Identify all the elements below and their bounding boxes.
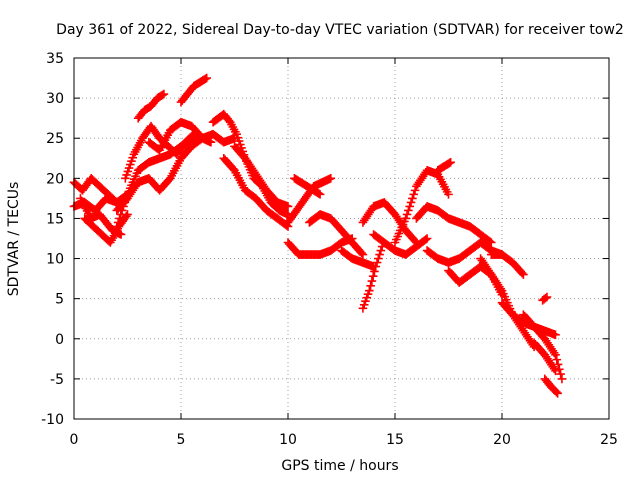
data-point xyxy=(517,268,527,278)
data-point xyxy=(406,198,416,207)
x-axis-label: GPS time / hours xyxy=(281,458,398,474)
data-point xyxy=(556,369,565,379)
y-tick-label: 20 xyxy=(46,171,64,187)
x-axis-ticks: 0 5 10 15 20 25 xyxy=(70,58,618,448)
data-point xyxy=(375,250,384,259)
data-point xyxy=(361,296,370,306)
data-point xyxy=(314,189,324,198)
data-point xyxy=(115,214,124,223)
x-tick-label: 20 xyxy=(493,432,511,448)
x-tick-label: 10 xyxy=(279,432,297,448)
chart-title: Day 361 of 2022, Sidereal Day-to-day VTE… xyxy=(56,22,624,38)
y-tick-label: 15 xyxy=(46,211,64,227)
data-point xyxy=(234,136,244,146)
data-point xyxy=(519,270,528,279)
data-point xyxy=(372,258,382,267)
data-point xyxy=(552,387,561,397)
data-point xyxy=(358,250,368,259)
y-tick-label: 10 xyxy=(46,252,64,268)
data-point xyxy=(371,262,381,271)
data-point xyxy=(196,132,206,142)
y-tick-label: 30 xyxy=(46,91,64,107)
data-point xyxy=(112,222,122,231)
data-point xyxy=(368,271,378,281)
data-point xyxy=(124,163,134,173)
data-point xyxy=(127,156,136,166)
data-point xyxy=(551,350,560,360)
y-tick-label: 25 xyxy=(46,131,64,147)
data-point xyxy=(362,293,372,303)
data-point xyxy=(444,190,453,199)
data-point xyxy=(401,214,410,223)
data-point xyxy=(122,170,131,180)
data-point xyxy=(358,303,368,313)
data-point xyxy=(421,235,431,244)
data-point xyxy=(366,281,375,291)
x-tick-label: 15 xyxy=(386,432,404,448)
x-tick-label: 0 xyxy=(70,432,79,448)
data-point xyxy=(116,210,126,219)
data-point xyxy=(374,254,383,263)
y-tick-label: 0 xyxy=(55,332,64,348)
data-point xyxy=(315,190,325,199)
data-point xyxy=(422,234,432,243)
data-point xyxy=(158,90,167,100)
data-point xyxy=(552,355,562,364)
data-point xyxy=(283,202,293,211)
y-tick-label: 35 xyxy=(46,51,64,67)
data-point xyxy=(111,196,120,206)
data-point xyxy=(121,174,130,183)
data-point xyxy=(326,174,336,183)
data-point xyxy=(551,366,560,376)
data-point xyxy=(359,300,369,310)
data-point xyxy=(363,289,373,299)
y-axis-label: SDTVAR / TECUs xyxy=(6,182,22,297)
y-axis-ticks: -10 -5 0 5 10 15 20 25 30 35 xyxy=(41,51,609,428)
data-point xyxy=(159,89,169,99)
data-point xyxy=(233,133,243,142)
data-point xyxy=(541,293,550,303)
data-point xyxy=(405,202,415,211)
data-point xyxy=(357,248,366,258)
data-point xyxy=(542,292,552,302)
y-tick-label: -5 xyxy=(50,372,64,388)
data-point xyxy=(112,198,122,207)
data-point xyxy=(376,246,386,255)
data-point xyxy=(125,160,135,169)
data-point xyxy=(367,276,377,286)
data-point xyxy=(206,137,216,147)
data-point xyxy=(123,210,132,219)
data-point xyxy=(553,389,562,398)
data-points xyxy=(69,73,567,398)
data-point xyxy=(198,133,207,143)
data-point xyxy=(446,157,455,167)
plot-frame xyxy=(73,57,610,420)
data-point xyxy=(128,153,137,163)
data-point xyxy=(123,167,133,176)
data-point xyxy=(557,374,567,384)
y-tick-label: -10 xyxy=(41,412,64,428)
data-point xyxy=(236,140,245,149)
data-point xyxy=(410,186,420,195)
data-point xyxy=(113,218,123,227)
y-tick-label: 5 xyxy=(55,292,64,308)
data-point xyxy=(404,206,413,215)
data-point xyxy=(232,129,241,139)
data-point xyxy=(487,238,496,247)
data-point xyxy=(365,286,374,295)
data-point xyxy=(201,74,210,84)
data-point xyxy=(116,230,126,239)
x-tick-label: 5 xyxy=(177,432,186,448)
data-point xyxy=(370,267,379,276)
x-tick-label: 25 xyxy=(600,432,618,448)
data-point xyxy=(551,330,560,340)
data-point xyxy=(202,73,211,83)
data-point xyxy=(485,237,495,246)
data-point xyxy=(402,210,412,219)
data-point xyxy=(445,158,454,168)
data-point xyxy=(408,194,417,203)
data-point xyxy=(409,190,419,199)
